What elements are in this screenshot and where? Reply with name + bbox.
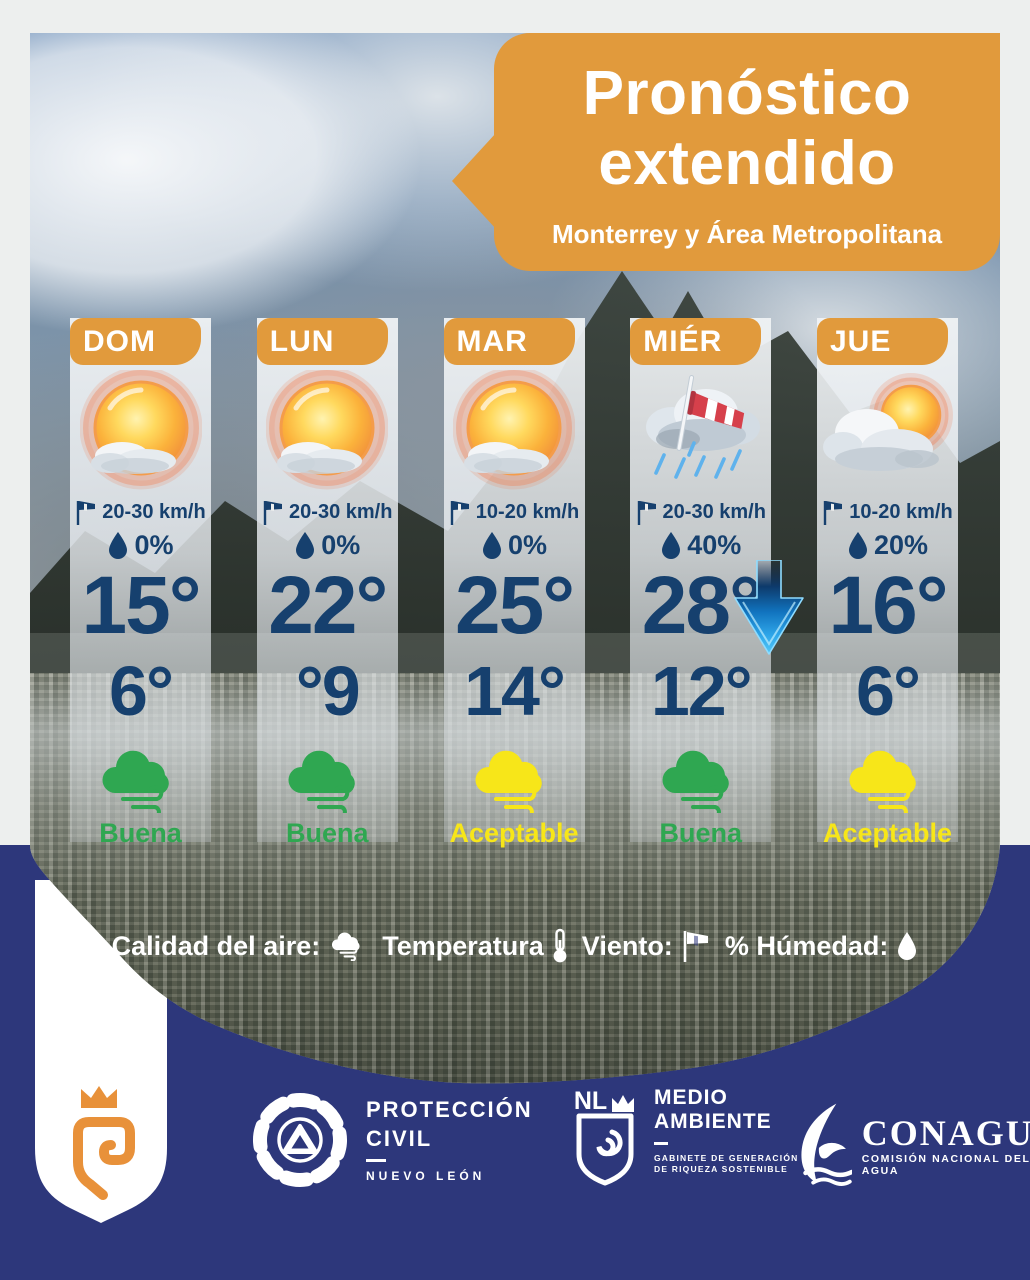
legend-humidity-label: % Húmedad: — [724, 930, 889, 961]
pc-line2: CIVIL — [366, 1126, 433, 1151]
rain-windsock-cloud-icon — [645, 374, 760, 479]
sun-cloud-icon — [79, 370, 202, 490]
sun-cloud-icon — [453, 370, 575, 490]
cloud-wind-icon-acceptable — [475, 750, 542, 813]
cloud-wind-icon — [332, 932, 360, 961]
air-quality-label: Buena — [659, 817, 743, 848]
high-temperature: 22° — [268, 560, 388, 651]
conagua-eagle-icon — [801, 1103, 852, 1186]
wind-speed: 10-20 km/h — [475, 500, 580, 523]
day-tab: MAR — [443, 318, 575, 365]
proteccion-civil-emblem-icon — [253, 1093, 347, 1187]
nl-medio-ambiente-logo-group: NL MEDIO AMBIENTE GABINETE DE GENERACIÓN… — [570, 1086, 798, 1186]
wind-speed: 10-20 km/h — [849, 500, 953, 523]
day-tab: LUN — [256, 318, 388, 365]
cloud-wind-icon-good — [662, 750, 729, 813]
high-temperature: 15° — [81, 560, 201, 651]
humidity-value: 40% — [687, 529, 742, 560]
humidity-value: 0% — [134, 529, 174, 560]
high-temperature: 25° — [454, 560, 575, 651]
low-temperature: 6° — [109, 652, 174, 730]
pc-line1: PROTECCIÓN — [366, 1097, 533, 1122]
water-drop-icon — [109, 532, 128, 559]
day-column-jue: JUE — [817, 318, 958, 848]
air-quality-label: Aceptable — [449, 817, 579, 848]
blue-down-arrow-icon — [734, 560, 804, 655]
banner-tail — [452, 133, 496, 229]
air-quality-label: Aceptable — [822, 817, 953, 848]
page-title: Pronóstico extendido — [494, 59, 1000, 199]
humidity-value: 0% — [507, 529, 548, 560]
low-temperature: 6° — [856, 652, 921, 730]
nl-abbr: NL — [573, 1087, 608, 1115]
sun-cloud-icon — [266, 370, 389, 490]
cloud-wind-icon-good — [101, 750, 169, 813]
nl-shield-icon — [576, 1113, 634, 1186]
conagua-wordmark: CONAGUA — [861, 1113, 1030, 1153]
day-name: LUN — [269, 324, 335, 358]
day-column-lun: LUN — [256, 318, 398, 848]
wind-speed: 20-30 km/h — [289, 500, 393, 523]
banner-body — [494, 33, 1000, 271]
legend: Calidad del aire: Temperatura Viento: — [0, 928, 1030, 964]
air-quality-label: Buena — [99, 817, 182, 848]
day-tab: JUE — [817, 318, 948, 365]
cloud-sun-icon — [822, 373, 953, 471]
air-quality-label: Buena — [285, 817, 369, 848]
wind-speed: 20-30 km/h — [662, 500, 766, 523]
legend-air-quality-label: Calidad del aire: — [111, 930, 321, 961]
pc-line3: NUEVO LEÓN — [366, 1169, 486, 1183]
low-temperature: 14° — [464, 652, 566, 730]
windsock-icon — [77, 500, 96, 525]
thermometer-icon — [553, 928, 567, 963]
wind-speed: 20-30 km/h — [102, 500, 206, 523]
humidity-value: 20% — [873, 529, 929, 560]
nl-small2: DE RIQUEZA SOSTENIBLE — [654, 1164, 788, 1174]
day-name: DOM — [83, 324, 156, 358]
legend-wind-label: Viento: — [581, 930, 673, 961]
day-column-dom: DOM — [70, 318, 211, 848]
header-banner: Pronóstico extendido Monterrey y Área Me… — [452, 33, 1000, 271]
title-line1: Pronóstico — [582, 59, 912, 128]
windsock-icon — [450, 500, 469, 525]
water-drop-icon — [296, 532, 315, 559]
title-line2: extendido — [598, 129, 896, 198]
day-tab: DOM — [70, 318, 201, 365]
low-temperature: °9 — [295, 652, 361, 730]
nl-line1: MEDIO — [654, 1086, 728, 1109]
day-column-mier: MIÉR — [630, 318, 772, 848]
nl-line2: AMBIENTE — [654, 1110, 772, 1133]
crown-icon — [612, 1095, 635, 1112]
windsock-icon — [263, 500, 283, 525]
nl-small1: GABINETE DE GENERACIÓN — [654, 1153, 799, 1163]
proteccion-civil-logo-group: PROTECCIÓN CIVIL NUEVO LEÓN — [250, 1090, 533, 1190]
legend-temperature-label: Temperatura — [382, 930, 544, 961]
water-drop-icon — [662, 532, 681, 559]
forecast-columns: DOM — [70, 318, 958, 848]
low-temperature: 12° — [650, 652, 753, 730]
windsock-icon — [683, 931, 708, 962]
windsock-icon — [637, 500, 656, 525]
conagua-subtitle: COMISIÓN NACIONAL DEL AGUA — [861, 1153, 1030, 1177]
cloud-wind-icon-acceptable — [848, 750, 916, 813]
water-drop-icon — [848, 532, 867, 559]
nuevo-leon-lion-logo — [73, 1086, 135, 1200]
page-subtitle: Monterrey y Área Metropolitana — [551, 219, 943, 249]
windsock-icon — [824, 500, 843, 525]
nl-divider — [654, 1142, 668, 1145]
pc-divider — [366, 1159, 386, 1162]
day-name: MAR — [456, 324, 528, 358]
day-tab: MIÉR — [630, 318, 762, 365]
high-temperature: 16° — [828, 560, 948, 651]
water-drop-icon — [898, 932, 917, 960]
day-name: MIÉR — [643, 324, 723, 358]
day-name: JUE — [830, 324, 892, 358]
conagua-logo-group: CONAGUA COMISIÓN NACIONAL DEL AGUA — [792, 1100, 1030, 1192]
humidity-value: 0% — [321, 529, 361, 560]
footer-logos: PROTECCIÓN CIVIL NUEVO LEÓN NL — [0, 1060, 1030, 1260]
cloud-wind-icon-good — [288, 750, 356, 813]
day-column-mar: MAR — [443, 318, 585, 848]
water-drop-icon — [482, 532, 501, 559]
